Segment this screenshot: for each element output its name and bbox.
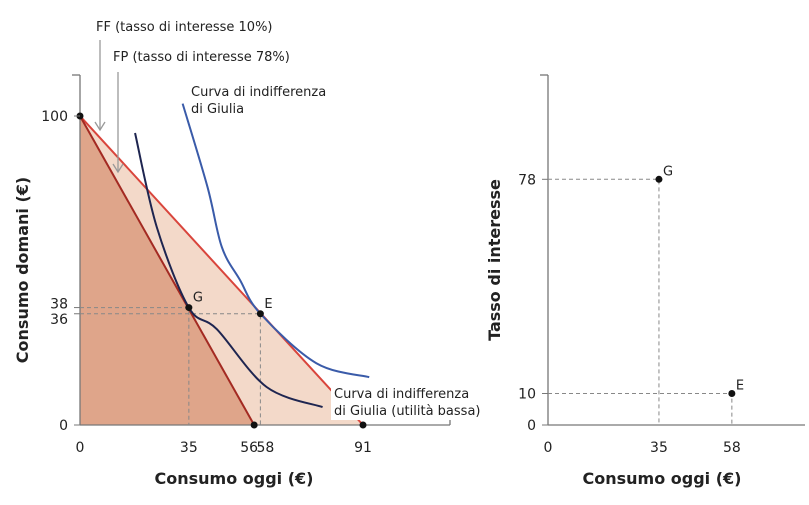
x-tick-label: 35 — [180, 440, 198, 456]
y-tick-label: 36 — [50, 312, 68, 328]
indifference-curve-low — [134, 132, 323, 409]
x-tick-label: 58 — [256, 440, 274, 456]
point-label: G — [193, 291, 203, 306]
point-label: E — [264, 297, 272, 312]
point-E — [728, 390, 736, 397]
y-axis-title: Consumo domani (€) — [13, 177, 32, 363]
intercept-point — [359, 421, 367, 429]
y-tick-label: 38 — [50, 297, 68, 313]
point-label: E — [736, 379, 744, 394]
budget-line-fp — [79, 115, 256, 426]
arrow-ff-head — [94, 121, 106, 132]
annotation-ic-high: di Giulia — [191, 102, 244, 117]
x-tick-label: 0 — [544, 440, 553, 456]
x-tick-label: 56 — [240, 440, 258, 456]
y-tick-label: 10 — [518, 387, 536, 403]
x-axis-title: Consumo oggi (€) — [583, 469, 742, 488]
point-G — [655, 175, 663, 183]
annotation-ff: FF (tasso di interesse 10%) — [96, 20, 273, 35]
intercept-point — [250, 421, 258, 429]
y-tick-label: 0 — [527, 418, 536, 434]
point-label: G — [663, 164, 673, 179]
y-tick-label: 0 — [59, 418, 68, 434]
annotation-ic-low: di Giulia (utilità bassa) — [334, 404, 481, 419]
arrow-fp-head — [112, 163, 124, 174]
x-tick-label: 0 — [76, 440, 85, 456]
x-tick-label: 91 — [354, 440, 372, 456]
x-tick-label: 35 — [650, 440, 668, 456]
indifference-curve-high — [181, 103, 370, 379]
point-G — [185, 304, 193, 312]
annotation-ic-high: Curva di indifferenza — [191, 85, 326, 100]
x-axis-title: Consumo oggi (€) — [155, 469, 314, 488]
guide-line — [548, 393, 733, 425]
guide-line — [548, 178, 660, 425]
point-E — [256, 310, 264, 318]
guide-line — [80, 313, 261, 425]
y-tick-label: 100 — [41, 109, 68, 125]
annotation-ic-low: Curva di indifferenza — [334, 387, 469, 402]
y-tick-label: 78 — [518, 172, 536, 188]
annotation-bg — [331, 384, 483, 420]
annotation-fp: FP (tasso di interesse 78%) — [113, 50, 290, 65]
y-axis-title: Tasso di interesse — [485, 179, 504, 341]
x-tick-label: 58 — [723, 440, 741, 456]
budget-line-ff — [79, 115, 364, 426]
